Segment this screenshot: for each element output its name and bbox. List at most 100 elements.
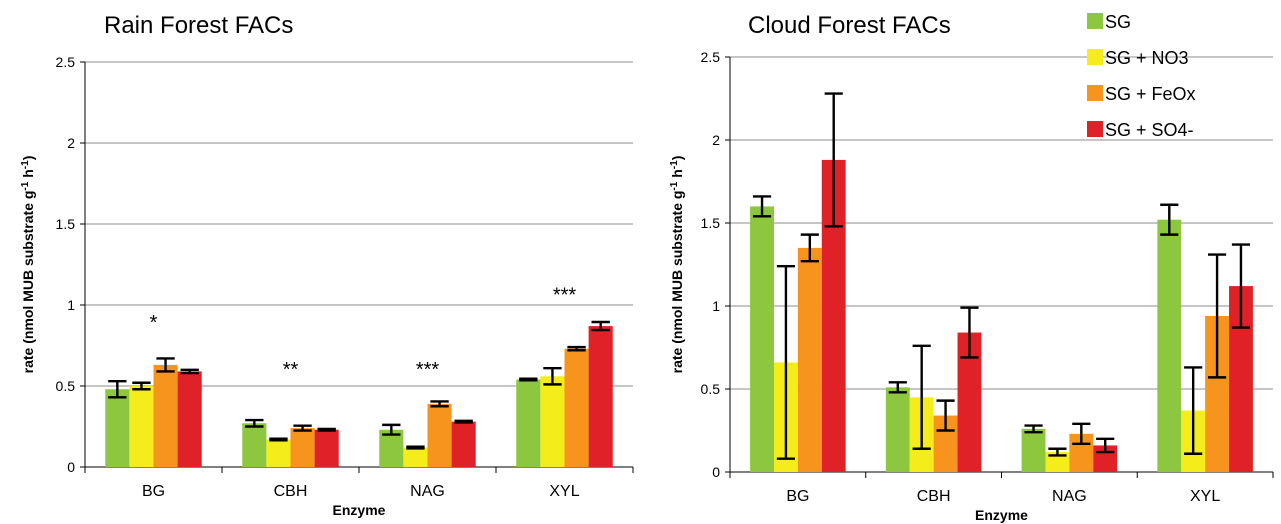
legend-item: SG + NO3 xyxy=(1087,48,1189,68)
error-bar xyxy=(591,320,610,332)
significance-label: * xyxy=(150,312,158,334)
x-axis-label: Enzyme xyxy=(333,502,386,518)
significance-label: *** xyxy=(416,359,440,381)
bar xyxy=(427,403,452,467)
x-tick-label: BG xyxy=(142,483,165,500)
legend-swatch xyxy=(1087,13,1103,29)
error-bar xyxy=(543,366,562,386)
error-bar xyxy=(1207,253,1227,379)
bar xyxy=(885,387,910,472)
x-tick-label: NAG xyxy=(410,483,445,500)
legend-item: SG + SO4- xyxy=(1087,120,1194,140)
bar xyxy=(1021,428,1046,472)
error-bar xyxy=(752,195,772,218)
legend: SG SG + NO3 SG + FeOx SG + SO4- xyxy=(1087,12,1196,140)
error-bar xyxy=(800,233,819,263)
x-tick-label: NAG xyxy=(1052,488,1087,505)
legend-label: SG + NO3 xyxy=(1105,48,1189,68)
bar xyxy=(797,247,822,472)
legend-swatch xyxy=(1087,49,1103,65)
error-bar xyxy=(1231,243,1251,329)
bar xyxy=(451,421,476,467)
error-bar xyxy=(132,381,151,391)
error-bar xyxy=(406,445,425,450)
error-bar xyxy=(888,381,907,394)
error-bar xyxy=(912,344,931,450)
error-bar xyxy=(1048,447,1067,457)
x-tick-label: CBH xyxy=(917,488,951,505)
error-bar xyxy=(317,427,336,432)
legend-item: SG + FeOx xyxy=(1087,84,1196,104)
bar xyxy=(290,428,315,467)
error-bar xyxy=(156,357,175,373)
legend-label: SG + SO4- xyxy=(1105,120,1194,140)
bar xyxy=(177,371,202,467)
error-bar xyxy=(1184,366,1203,455)
bar xyxy=(540,376,565,467)
x-tick-label: BG xyxy=(786,488,809,505)
chart-title: Cloud Forest FACs xyxy=(748,12,951,39)
y-tick-label: 2.5 xyxy=(701,49,721,65)
chart-2: Cloud Forest FACs 0 0.5 1 1.5 2 2.5 BG CBH NAG XYL… xyxy=(669,12,1274,523)
error-bar xyxy=(776,264,796,460)
error-bar xyxy=(824,92,843,228)
error-bar xyxy=(567,345,586,352)
error-bar xyxy=(430,400,449,408)
error-bar xyxy=(519,377,538,382)
y-tick-label: 1.5 xyxy=(701,215,721,231)
error-bar xyxy=(245,418,264,428)
bar xyxy=(403,447,428,467)
y-axis-label: rate (nmol MUB substrate g-1 h-1) xyxy=(20,156,37,374)
error-bar xyxy=(1160,203,1179,236)
error-bar xyxy=(960,306,979,359)
y-tick-label: 1.5 xyxy=(56,216,76,232)
error-bar xyxy=(180,368,199,375)
chart-1: Rain Forest FACs 0 0.5 1 1.5 2 2.5 BG CBH NAG XYL *… xyxy=(20,12,634,518)
bar xyxy=(1045,452,1070,472)
error-bar xyxy=(1024,424,1043,434)
x-axis-label: Enzyme xyxy=(975,507,1028,523)
bar xyxy=(516,379,541,467)
x-tick-label: XYL xyxy=(549,483,579,500)
legend-label: SG + FeOx xyxy=(1105,84,1196,104)
bar xyxy=(129,386,154,467)
bar xyxy=(1229,286,1253,472)
significance-label: *** xyxy=(553,285,577,307)
bar xyxy=(379,429,404,467)
y-tick-label: 0 xyxy=(67,459,75,475)
error-bar xyxy=(269,437,288,442)
error-bar xyxy=(293,424,312,432)
bar xyxy=(242,423,267,467)
y-tick-label: 0 xyxy=(712,464,720,480)
bar xyxy=(588,326,613,467)
bar xyxy=(750,206,774,472)
bar xyxy=(266,439,291,467)
bar xyxy=(153,364,178,467)
legend-swatch xyxy=(1087,121,1103,137)
bar xyxy=(564,348,589,467)
bar xyxy=(314,429,339,467)
error-bar xyxy=(936,399,955,432)
x-tick-label: XYL xyxy=(1190,488,1220,505)
y-tick-label: 1 xyxy=(67,297,75,313)
y-tick-label: 2.5 xyxy=(56,54,76,70)
bar xyxy=(1205,315,1230,472)
y-tick-label: 1 xyxy=(712,298,720,314)
y-tick-label: 2 xyxy=(712,132,720,148)
bar xyxy=(1157,219,1182,472)
legend-label: SG xyxy=(1105,12,1131,32)
chart-title: Rain Forest FACs xyxy=(104,12,293,39)
error-bar xyxy=(1096,437,1115,454)
y-tick-label: 2 xyxy=(67,135,75,151)
error-bar xyxy=(454,419,473,424)
error-bar xyxy=(108,379,127,399)
y-tick-label: 0.5 xyxy=(56,378,76,394)
error-bar xyxy=(382,423,401,436)
bar xyxy=(105,389,130,467)
y-tick-label: 0.5 xyxy=(701,381,721,397)
bar xyxy=(957,332,982,472)
x-tick-label: CBH xyxy=(274,483,308,500)
bar xyxy=(821,159,846,473)
legend-item: SG xyxy=(1087,12,1131,32)
